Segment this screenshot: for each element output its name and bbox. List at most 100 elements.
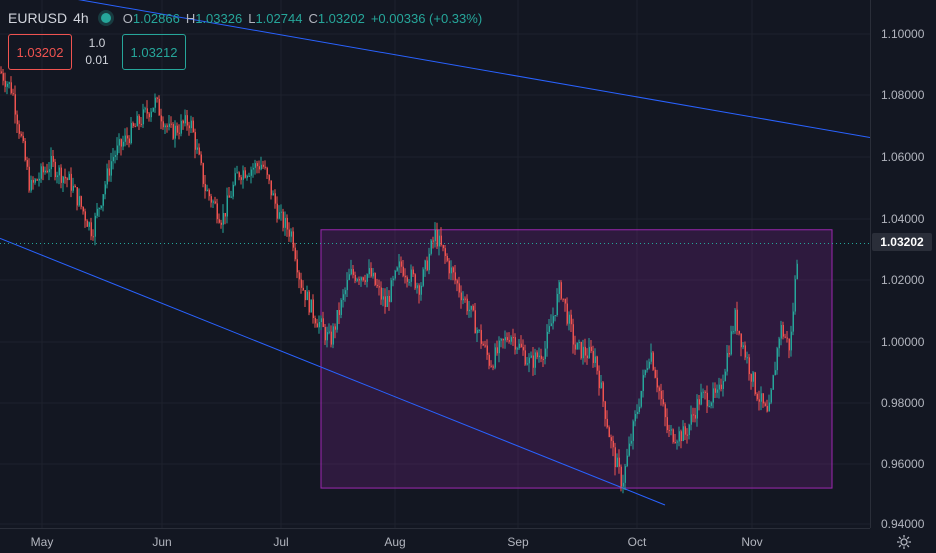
candle-body (140, 123, 142, 125)
symbol-legend: EURUSD 4h O 1.02866 H 1.03326 L 1.02744 C 1.… (8, 10, 482, 26)
candle-body (660, 390, 662, 400)
candle-body (364, 280, 366, 282)
candle-body (522, 347, 524, 351)
candle-body (144, 108, 146, 110)
candle-body (198, 147, 200, 155)
candle-body (642, 375, 644, 391)
candle-body (588, 346, 590, 359)
candle-body (502, 338, 504, 341)
candle-body (680, 431, 682, 442)
candle-body (256, 163, 258, 167)
candle-body (686, 434, 688, 436)
candle-body (600, 382, 602, 389)
price-tick: 1.00000 (881, 335, 925, 349)
candle-body (154, 97, 156, 108)
candle-body (106, 168, 108, 185)
candle-body (92, 236, 94, 238)
candle-body (320, 318, 322, 323)
buy-button[interactable]: 1.03212 (122, 34, 186, 70)
candle-body (398, 261, 400, 268)
change-value: +0.00336 (+0.33%) (370, 10, 483, 26)
candle-body (772, 375, 774, 390)
candle-body (476, 330, 478, 334)
candle-body (286, 217, 288, 230)
candle-body (450, 267, 452, 274)
candle-body (630, 440, 632, 444)
price-chart[interactable] (0, 0, 870, 528)
candle-body (262, 164, 264, 167)
candle-body (536, 352, 538, 358)
interval-label[interactable]: 4h (73, 10, 89, 26)
candle-body (352, 269, 354, 275)
candle-body (474, 310, 476, 334)
candle-body (18, 124, 20, 134)
candle-body (768, 402, 770, 412)
price-tick: 1.06000 (881, 150, 925, 164)
candle-body (258, 166, 260, 170)
candle-body (736, 309, 738, 331)
candle-body (292, 231, 294, 248)
candle-body (560, 282, 562, 299)
candle-body (272, 193, 274, 196)
time-tick: May (30, 535, 54, 549)
candle-body (498, 340, 500, 354)
candle-body (586, 355, 588, 359)
time-scale[interactable]: May Jun Jul Aug Sep Oct Nov (0, 528, 870, 553)
candle-body (184, 115, 186, 124)
candle-body (776, 348, 778, 371)
candle-body (356, 279, 358, 281)
sell-button[interactable]: 1.03202 (8, 34, 72, 70)
candle-body (416, 285, 418, 289)
candle-body (98, 208, 100, 210)
candle-body (658, 387, 660, 391)
candle-body (614, 447, 616, 468)
candle-body (464, 298, 466, 300)
candle-body (760, 393, 762, 402)
candle-body (368, 268, 370, 275)
candle-body (390, 280, 392, 302)
candle-body (750, 374, 752, 382)
candle-body (564, 298, 566, 304)
candle-body (348, 274, 350, 280)
candle-body (280, 211, 282, 213)
candle-body (414, 274, 416, 289)
candle-body (84, 211, 86, 221)
candle-body (126, 135, 128, 139)
candle-body (66, 178, 68, 180)
candle-body (276, 203, 278, 219)
candle-body (746, 357, 748, 359)
price-scale[interactable]: 1.10000 1.08000 1.06000 1.04000 1.02000 … (870, 0, 936, 531)
candle-body (644, 370, 646, 376)
candle-body (720, 384, 722, 389)
candle-body (788, 338, 790, 351)
candle-body (430, 240, 432, 254)
candle-body (250, 169, 252, 176)
candle-body (678, 431, 680, 442)
candle-body (650, 352, 652, 362)
candle-body (632, 421, 634, 441)
chart-area[interactable] (0, 0, 870, 528)
candle-body (446, 255, 448, 261)
gear-icon[interactable] (896, 534, 912, 550)
candle-body (278, 212, 280, 219)
candle-body (656, 377, 658, 388)
candle-body (490, 365, 492, 367)
candle-body (786, 337, 788, 339)
candle-body (58, 167, 60, 176)
candle-body (602, 382, 604, 402)
candle-body (300, 279, 302, 288)
candle-body (458, 283, 460, 293)
symbol-name[interactable]: EURUSD (8, 10, 68, 26)
lot-size[interactable]: 1.0 0.01 (76, 34, 118, 70)
candle-body (492, 366, 494, 368)
price-tick: 0.96000 (881, 457, 925, 471)
candle-body (62, 176, 64, 183)
candle-body (438, 235, 440, 247)
candle-body (168, 123, 170, 127)
candle-body (726, 352, 728, 372)
price-tick: 1.10000 (881, 27, 925, 41)
candle-body (50, 155, 52, 170)
candle-body (592, 351, 594, 363)
candle-body (20, 133, 22, 136)
candle-body (514, 337, 516, 350)
